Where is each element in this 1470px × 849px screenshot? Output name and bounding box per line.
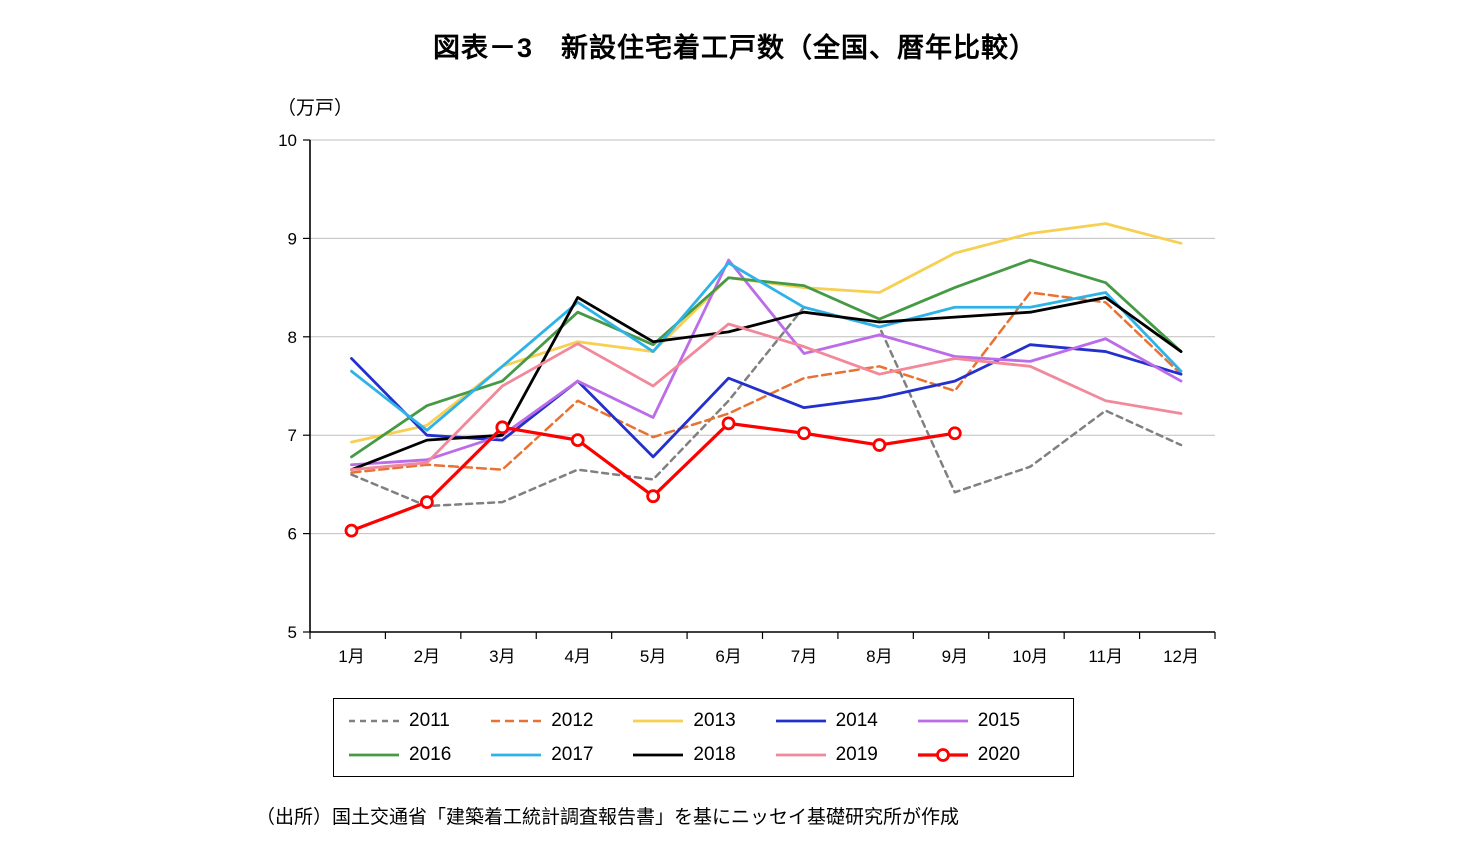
series-line-2018: [350, 296, 1183, 472]
y-tick-label: 10: [278, 131, 297, 150]
legend-item-2019: 2019: [775, 744, 917, 766]
legend-item-2012: 2012: [490, 710, 632, 732]
legend-label-2015: 2015: [977, 709, 1021, 731]
x-tick-label: 7月: [791, 647, 817, 666]
legend-label-2020: 2020: [977, 743, 1021, 765]
data-point-2020: [797, 426, 811, 441]
series-line-2019: [350, 322, 1183, 472]
x-tick-label: 6月: [715, 647, 741, 666]
legend-swatch-2016: [349, 753, 399, 756]
series-line-2015: [350, 258, 1183, 467]
data-point-2020: [646, 489, 661, 504]
chart-legend: 2011 2012 2013 2014 2015 2016 2017 2018 2019 2020: [333, 698, 1074, 777]
data-point-2020: [419, 495, 434, 510]
legend-label-2012: 2012: [551, 709, 594, 731]
legend-item-2013: 2013: [632, 710, 774, 732]
legend-swatch-2019: [775, 753, 826, 756]
legend-swatch-2012: [491, 719, 542, 722]
legend-label-2011: 2011: [409, 709, 450, 731]
legend-item-2017: 2017: [490, 744, 632, 766]
legend-label-2017: 2017: [551, 743, 594, 765]
data-point-2020: [495, 420, 510, 435]
x-tick-label: 8月: [866, 647, 892, 666]
x-tick-label: 11月: [1088, 647, 1123, 666]
legend-swatch-2015: [917, 719, 968, 722]
y-tick-label: 5: [288, 623, 297, 642]
legend-label-2014: 2014: [835, 709, 878, 731]
legend-item-2016: 2016: [348, 744, 490, 766]
legend-label-2019: 2019: [835, 743, 878, 765]
series-line-2016: [350, 258, 1183, 459]
x-tick-label: 9月: [942, 647, 968, 666]
y-axis-unit-label: （万戸）: [277, 98, 354, 119]
data-point-2020: [721, 416, 736, 431]
x-tick-label: 10月: [1012, 647, 1048, 666]
legend-swatch-2020: [917, 747, 968, 762]
chart-title: 図表－3 新設住宅着工戸数（全国、暦年比較）: [432, 33, 1037, 63]
series-line-2017: [350, 261, 1183, 432]
data-point-2020: [570, 433, 585, 448]
legend-item-2015: 2015: [917, 710, 1059, 732]
legend-item-2011: 2011: [348, 710, 490, 732]
x-tick-label: 2月: [414, 647, 440, 666]
legend-item-2020: 2020: [917, 744, 1059, 766]
legend-swatch-2017: [491, 753, 542, 756]
data-point-2020: [872, 438, 887, 452]
x-tick-label: 5月: [640, 647, 666, 666]
x-tick-label: 4月: [564, 647, 590, 666]
legend-swatch-2013: [633, 719, 684, 722]
x-tick-label: 12月: [1163, 647, 1199, 666]
data-point-2020: [947, 426, 962, 441]
legend-item-2018: 2018: [632, 744, 774, 766]
legend-label-2016: 2016: [409, 743, 452, 765]
y-tick-label: 6: [288, 525, 297, 544]
x-tick-label: 3月: [489, 647, 515, 666]
legend-swatch-2018: [633, 753, 684, 756]
x-tick-label: 1月: [338, 647, 364, 666]
legend-label-2013: 2013: [693, 709, 736, 731]
legend-swatch-2011: [349, 719, 399, 722]
series-line-2011: [350, 306, 1183, 508]
line-chart: 5 6 7 8 9 10 1月 2月 3月 4月 5月 6月 7月 8月 9月 10月 11月 12月: [278, 131, 1216, 666]
legend-item-2014: 2014: [775, 710, 917, 732]
legend-swatch-2014: [775, 719, 826, 722]
data-point-2020: [344, 523, 359, 538]
y-tick-label: 8: [288, 328, 297, 347]
y-tick-label: 9: [288, 229, 297, 248]
legend-label-2018: 2018: [693, 743, 736, 765]
series-line-2012: [350, 291, 1183, 474]
series-line-2014: [350, 343, 1183, 459]
source-note: （出所）国土交通省「建築着工統計調査報告書」を基にニッセイ基礎研究所が作成: [256, 807, 960, 828]
series-line-2013: [350, 222, 1183, 444]
y-tick-label: 7: [288, 426, 297, 445]
